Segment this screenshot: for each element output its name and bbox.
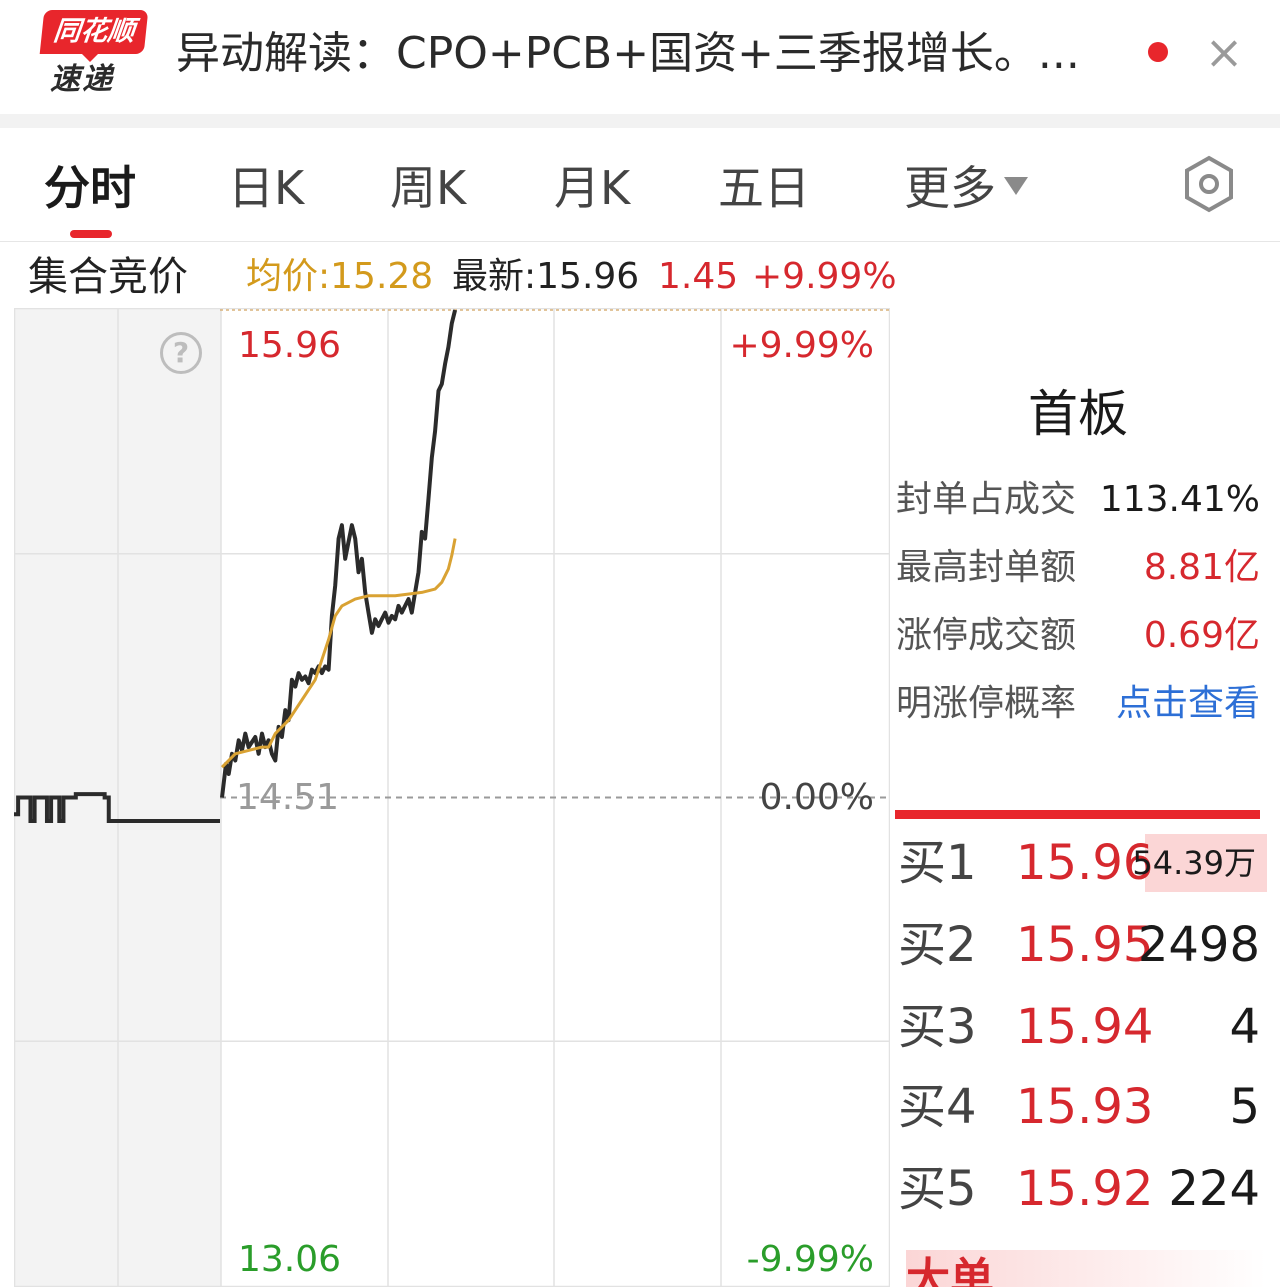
qty-highlight	[1145, 834, 1267, 892]
bid-price: 15.96	[1016, 835, 1154, 891]
logo-speech-tail	[80, 52, 100, 62]
big-order-label: 大单	[906, 1254, 994, 1287]
bid-qty: 2498	[1137, 917, 1260, 973]
price-change-pct: +9.99%	[752, 256, 897, 297]
bid-qty: 4	[1229, 999, 1260, 1055]
stat-limit-turnover: 涨停成交额 0.69亿	[896, 608, 1260, 664]
bid-level-label: 买1	[898, 835, 977, 891]
bid-qty: 224	[1168, 1161, 1260, 1217]
stat-value: 8.81亿	[1143, 547, 1260, 588]
price-high-label: 15.96	[238, 325, 342, 366]
price-change: 1.45	[658, 256, 739, 297]
stat-label: 封单占成交	[896, 479, 1077, 520]
order-book-divider	[895, 810, 1260, 819]
bid-level-label: 买2	[898, 917, 977, 973]
intraday-chart[interactable]: 15.96 14.51 13.06 +9.99% 0.00% -9.99%	[14, 308, 890, 1287]
avg-series-line	[220, 538, 457, 769]
stat-max-seal-amount: 最高封单额 8.81亿	[896, 540, 1260, 596]
stat-value: 0.69亿	[1143, 615, 1260, 656]
tab-intraday[interactable]: 分时	[44, 161, 136, 215]
big-order-section[interactable]: 大单	[906, 1250, 1266, 1287]
pct-base-label: 0.00%	[759, 777, 874, 818]
order-book-row[interactable]: 买4 15.93 5	[898, 1072, 1260, 1142]
logo-brand-text: 同花顺	[39, 10, 149, 54]
stat-seal-ratio: 封单占成交 113.41%	[896, 472, 1260, 528]
caret-down-icon	[1004, 176, 1028, 195]
tab-more-label: 更多	[904, 161, 996, 215]
order-book-row[interactable]: 买1 15.96 54.39万	[898, 828, 1267, 898]
news-headline[interactable]: 异动解读：CPO+PCB+国资+三季报增长。...	[176, 28, 1080, 79]
auction-label: 集合竞价	[28, 254, 188, 300]
stat-label: 涨停成交额	[896, 615, 1077, 656]
avg-price: 均价:15.28	[246, 256, 434, 297]
limit-up-panel: 首板 封单占成交 113.41% 最高封单额 8.81亿 涨停成交额 0.69亿…	[890, 308, 1267, 1287]
stat-label: 最高封单额	[896, 547, 1077, 588]
board-type-title: 首板	[1028, 385, 1128, 443]
intraday-chart-svg	[14, 308, 890, 1287]
active-tab-indicator	[70, 230, 112, 238]
bid-qty: 5	[1229, 1079, 1260, 1135]
tab-five-day[interactable]: 五日	[718, 161, 810, 215]
bid-qty: 54.39万	[1132, 844, 1256, 882]
news-banner[interactable]: 同花顺 速递 异动解读：CPO+PCB+国资+三季报增长。... ×	[0, 0, 1280, 114]
bid-price: 15.94	[1016, 999, 1154, 1055]
bid-level-label: 买5	[898, 1161, 977, 1217]
stat-next-limit-probability: 明涨停概率 点击查看	[896, 676, 1260, 732]
bid-price: 15.95	[1016, 917, 1154, 973]
price-low-label: 13.06	[238, 1239, 342, 1280]
bid-level-label: 买3	[898, 999, 977, 1055]
price-series-line	[220, 309, 458, 798]
pct-high-label: +9.99%	[729, 325, 874, 366]
bid-level-label: 买4	[898, 1079, 977, 1135]
settings-gear-icon[interactable]	[1180, 154, 1238, 214]
quote-info-bar: 集合竞价 均价:15.28 最新:15.96 1.45 +9.99%	[0, 244, 1280, 308]
tab-weekly-k[interactable]: 周K	[390, 161, 467, 215]
help-question-icon[interactable]: ?	[160, 332, 202, 374]
section-divider	[0, 114, 1280, 128]
stat-value: 113.41%	[1099, 479, 1260, 520]
latest-price: 最新:15.96	[452, 256, 640, 297]
tab-daily-k[interactable]: 日K	[228, 161, 305, 215]
close-banner-button[interactable]: ×	[1204, 25, 1244, 79]
chart-period-tabs: 分时 日K 周K 月K 五日 更多	[0, 128, 1280, 242]
unread-dot-icon	[1148, 42, 1168, 62]
view-probability-link[interactable]: 点击查看	[1115, 683, 1260, 724]
app-logo: 同花顺 速递	[39, 10, 149, 100]
order-book-row[interactable]: 买5 15.92 224	[898, 1154, 1260, 1224]
price-base-label: 14.51	[236, 777, 340, 818]
tab-more[interactable]: 更多	[904, 158, 1028, 218]
auction-price-line	[14, 792, 220, 824]
order-book-row[interactable]: 买3 15.94 4	[898, 992, 1260, 1062]
logo-sub-text: 速递	[50, 62, 114, 97]
tab-monthly-k[interactable]: 月K	[554, 161, 631, 215]
bid-price: 15.93	[1016, 1079, 1154, 1135]
order-book-row[interactable]: 买2 15.95 2498	[898, 910, 1260, 980]
pct-low-label: -9.99%	[746, 1239, 874, 1280]
bid-price: 15.92	[1016, 1161, 1154, 1217]
stat-label: 明涨停概率	[896, 683, 1077, 724]
